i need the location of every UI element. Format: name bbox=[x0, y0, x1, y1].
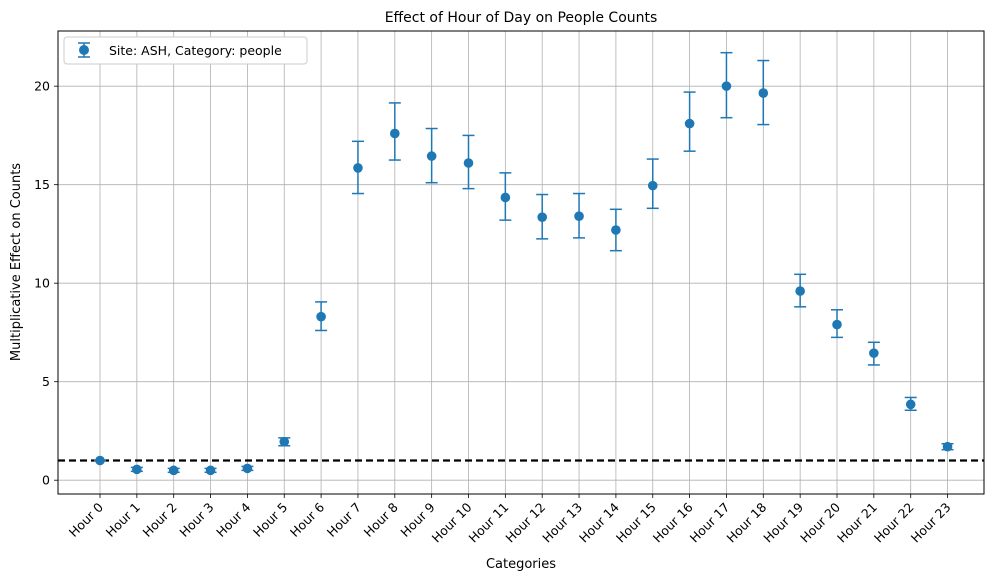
data-point bbox=[95, 455, 105, 466]
x-tick-label: Hour 22 bbox=[871, 500, 917, 546]
x-tick-label: Hour 8 bbox=[361, 499, 401, 539]
data-point bbox=[574, 211, 584, 221]
legend-marker-icon bbox=[79, 45, 89, 55]
x-tick-label: Hour 21 bbox=[834, 500, 880, 546]
x-tick-label: Hour 10 bbox=[429, 499, 475, 545]
chart-title: Effect of Hour of Day on People Counts bbox=[385, 10, 658, 26]
data-point bbox=[942, 441, 953, 452]
x-tick-label: Hour 14 bbox=[576, 499, 622, 545]
data-point bbox=[132, 464, 142, 475]
data-point bbox=[832, 319, 842, 330]
data-point bbox=[647, 180, 658, 191]
y-tick-label: 10 bbox=[34, 276, 50, 291]
x-tick-label: Hour 7 bbox=[324, 500, 364, 540]
y-axis-label: Multiplicative Effect on Counts bbox=[9, 163, 24, 361]
data-point bbox=[426, 151, 437, 161]
data-point bbox=[758, 88, 769, 98]
x-tick-label: Hour 5 bbox=[250, 500, 290, 540]
data-point bbox=[316, 311, 326, 322]
grid bbox=[58, 31, 984, 494]
data-point bbox=[721, 81, 732, 91]
x-tick-label: Hour 1 bbox=[103, 500, 143, 540]
y-tick-label: 0 bbox=[42, 473, 50, 488]
legend-label: Site: ASH, Category: people bbox=[109, 43, 282, 58]
y-tick-label: 5 bbox=[42, 374, 50, 389]
data-point bbox=[905, 399, 916, 410]
x-axis-label: Categories bbox=[486, 557, 556, 572]
x-tick-label: Hour 0 bbox=[66, 499, 106, 539]
x-tick-label: Hour 11 bbox=[466, 500, 512, 546]
y-tick-label: 20 bbox=[34, 79, 50, 94]
data-point bbox=[795, 286, 805, 296]
y-tick-label: 15 bbox=[34, 177, 50, 192]
x-tick-label: Hour 4 bbox=[213, 499, 253, 539]
data-point bbox=[242, 463, 253, 474]
x-tick-label: Hour 19 bbox=[760, 499, 806, 545]
x-tick-label: Hour 20 bbox=[797, 499, 843, 545]
data-point bbox=[684, 118, 695, 129]
x-tick-label: Hour 6 bbox=[287, 499, 327, 539]
data-point bbox=[205, 465, 216, 476]
x-tick-label: Hour 23 bbox=[908, 500, 954, 546]
x-tick-label: Hour 15 bbox=[613, 500, 659, 546]
x-tick-label: Hour 2 bbox=[139, 500, 179, 540]
data-point bbox=[168, 465, 179, 476]
legend: Site: ASH, Category: people bbox=[63, 36, 308, 65]
data-point bbox=[463, 158, 474, 168]
plot-area bbox=[57, 30, 985, 495]
x-tick-label: Hour 16 bbox=[650, 499, 696, 545]
data-point bbox=[537, 212, 547, 222]
x-tick-label: Hour 13 bbox=[539, 500, 585, 546]
data-point bbox=[390, 128, 400, 139]
data-point bbox=[353, 163, 363, 173]
data-point bbox=[279, 436, 290, 447]
data-point bbox=[500, 192, 511, 203]
legend-box bbox=[63, 36, 308, 65]
x-tick-label: Hour 18 bbox=[723, 499, 769, 545]
x-tick-label: Hour 3 bbox=[176, 500, 216, 540]
data-point bbox=[611, 225, 621, 235]
x-tick-label: Hour 12 bbox=[502, 500, 548, 546]
y-axis: 0 5 10 15 20 bbox=[34, 79, 58, 488]
data-layer bbox=[94, 51, 954, 476]
x-tick-label: Hour 17 bbox=[687, 500, 733, 546]
data-point bbox=[869, 348, 879, 358]
